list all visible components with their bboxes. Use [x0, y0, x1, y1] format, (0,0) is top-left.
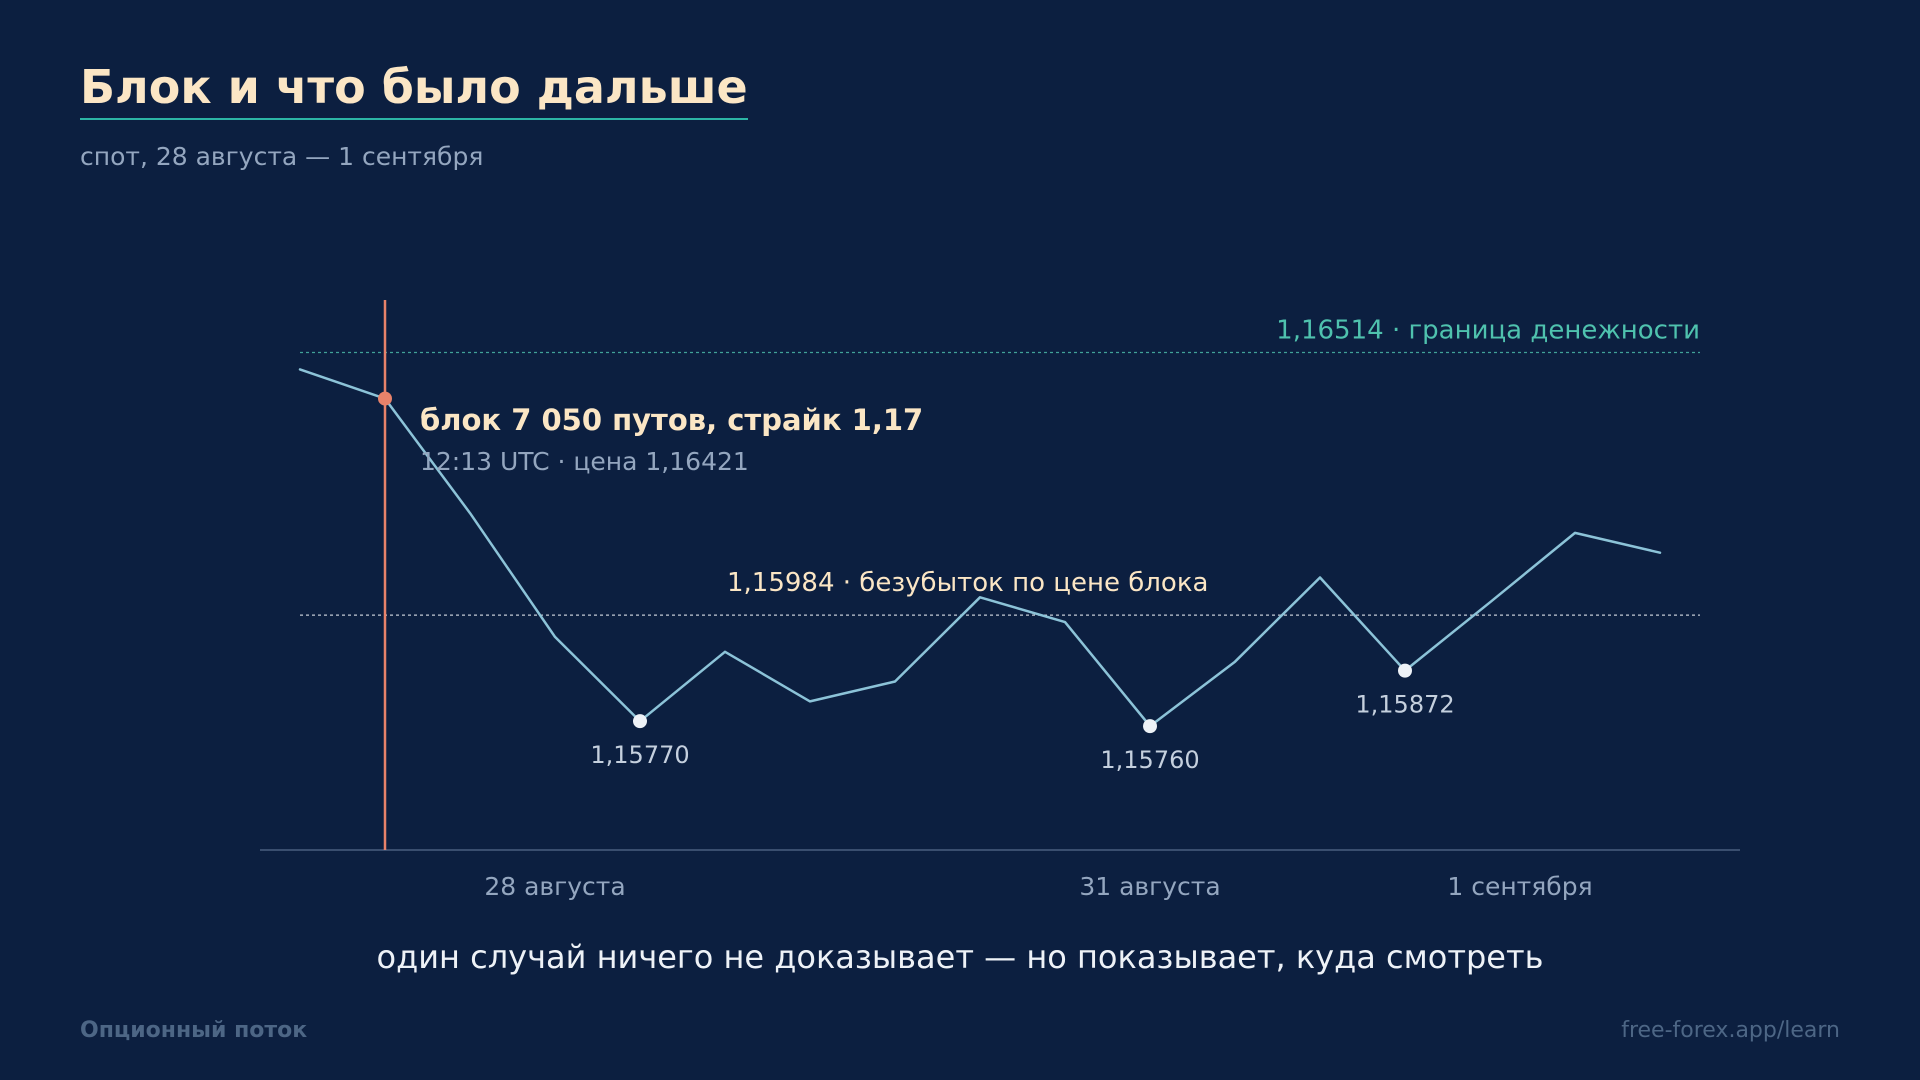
site-url: free-forex.app/learn	[1621, 1018, 1840, 1043]
data-point	[1143, 719, 1157, 734]
reference-line-label: 1,15984 · безубыток по цене блока	[727, 568, 1208, 598]
chart-caption: один случай ничего не доказывает — но по…	[376, 938, 1544, 976]
block-annotation-detail: 12:13 UTC · цена 1,16421	[420, 447, 749, 476]
data-point-label: 1,15872	[1355, 691, 1454, 719]
page-title: Блок и что было дальше	[80, 60, 748, 120]
data-point-label: 1,15760	[1100, 746, 1199, 774]
x-tick-label: 31 августа	[1079, 872, 1220, 901]
brand-label: Опционный поток	[80, 1018, 308, 1043]
price-series-line	[298, 368, 1662, 728]
data-point-label: 1,15770	[590, 741, 689, 769]
x-tick-label: 1 сентября	[1447, 872, 1592, 901]
data-point	[633, 714, 647, 729]
block-point	[378, 391, 392, 406]
reference-line-label: 1,16514 · граница денежности	[1276, 316, 1700, 346]
block-annotation-title: блок 7 050 путов, страйк 1,17	[420, 403, 923, 437]
page-subtitle: спот, 28 августа — 1 сентября	[80, 142, 484, 171]
x-tick-label: 28 августа	[484, 872, 625, 901]
data-point	[1398, 663, 1412, 678]
